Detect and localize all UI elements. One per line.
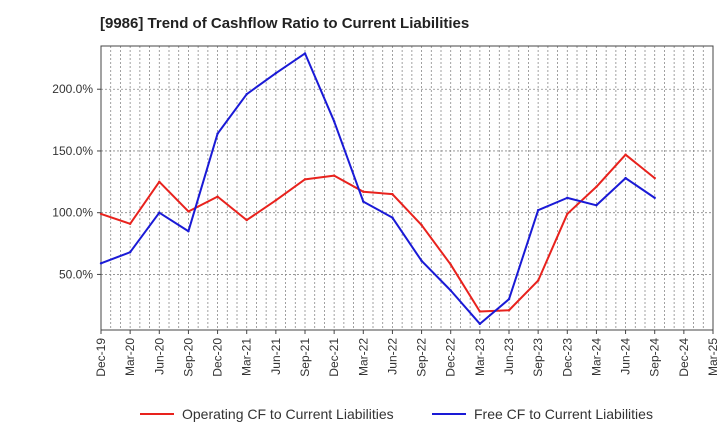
data-point bbox=[536, 279, 540, 282]
data-point bbox=[362, 190, 365, 193]
chart-title: [9986] Trend of Cashflow Ratio to Curren… bbox=[100, 15, 470, 32]
data-point bbox=[128, 251, 132, 254]
data-point bbox=[216, 195, 219, 198]
data-point bbox=[653, 176, 656, 180]
x-tick-label: Jun-22 bbox=[385, 338, 399, 375]
x-tick-label: Jun-20 bbox=[152, 338, 166, 375]
data-point bbox=[566, 212, 569, 216]
data-point bbox=[653, 196, 656, 200]
series-line-1 bbox=[100, 153, 656, 313]
x-tick-label: Dec-22 bbox=[444, 338, 458, 377]
x-tick-label: Dec-24 bbox=[677, 338, 691, 377]
data-point bbox=[332, 174, 336, 177]
x-tick-label: Mar-20 bbox=[123, 338, 137, 376]
x-tick-label: Dec-19 bbox=[94, 338, 108, 377]
x-tick-label: Mar-25 bbox=[706, 338, 720, 376]
y-tick-label: 100.0% bbox=[52, 206, 93, 220]
legend: Operating CF to Current Liabilities Free … bbox=[140, 406, 653, 422]
data-point bbox=[391, 216, 394, 219]
y-axis-ticks: 50.0% 100.0% 150.0% 200.0% bbox=[52, 82, 101, 281]
data-point bbox=[507, 309, 511, 312]
data-point bbox=[99, 262, 103, 265]
x-axis-ticks: Dec-19 Mar-20 Jun-20 Sep-20 Dec-20 Mar-21 Jun-… bbox=[94, 330, 720, 377]
data-point bbox=[187, 210, 190, 213]
data-point bbox=[420, 223, 423, 227]
plot-frame bbox=[100, 45, 714, 331]
x-tick-label: Jun-21 bbox=[269, 338, 283, 375]
x-tick-label: Jun-23 bbox=[502, 338, 516, 375]
data-point bbox=[274, 71, 278, 75]
data-point bbox=[303, 52, 307, 55]
x-tick-label: Dec-23 bbox=[560, 338, 574, 377]
x-tick-label: Mar-24 bbox=[589, 338, 603, 376]
data-point bbox=[128, 222, 132, 226]
x-tick-label: Dec-20 bbox=[211, 338, 225, 377]
data-point bbox=[449, 289, 452, 292]
data-point bbox=[566, 196, 569, 200]
x-tick-label: Mar-23 bbox=[473, 338, 487, 376]
data-point bbox=[158, 180, 161, 184]
x-tick-label: Sep-24 bbox=[648, 338, 662, 377]
data-point bbox=[478, 310, 482, 313]
legend-label-2: Free CF to Current Liabilities bbox=[474, 406, 653, 422]
x-tick-label: Dec-21 bbox=[327, 338, 341, 377]
data-point bbox=[216, 132, 219, 135]
data-point bbox=[332, 120, 336, 123]
x-tick-label: Sep-20 bbox=[181, 338, 195, 377]
data-point bbox=[624, 176, 627, 180]
x-tick-label: Sep-21 bbox=[298, 338, 312, 377]
data-point bbox=[624, 153, 627, 156]
series-layer bbox=[99, 52, 656, 326]
data-point bbox=[595, 204, 598, 207]
grid-layer bbox=[101, 46, 713, 330]
legend-label-1: Operating CF to Current Liabilities bbox=[182, 406, 394, 422]
data-point bbox=[245, 218, 248, 222]
data-point bbox=[362, 200, 365, 203]
y-tick-label: 200.0% bbox=[52, 82, 93, 96]
x-tick-label: Sep-22 bbox=[415, 338, 429, 377]
y-tick-label: 50.0% bbox=[59, 267, 93, 281]
x-tick-label: Mar-21 bbox=[240, 338, 254, 376]
x-tick-label: Mar-22 bbox=[356, 338, 370, 376]
x-tick-label: Sep-23 bbox=[531, 338, 545, 377]
data-point bbox=[420, 259, 423, 263]
data-point bbox=[449, 263, 452, 266]
data-point bbox=[99, 212, 103, 216]
series-line-2 bbox=[100, 52, 656, 325]
data-point bbox=[187, 230, 190, 233]
data-point bbox=[158, 211, 161, 214]
data-point bbox=[478, 322, 482, 326]
data-point bbox=[391, 192, 394, 196]
data-point bbox=[303, 178, 307, 181]
y-tick-label: 150.0% bbox=[52, 144, 93, 158]
data-point bbox=[507, 297, 511, 301]
data-point bbox=[595, 185, 598, 188]
data-point bbox=[245, 92, 248, 96]
data-point bbox=[536, 209, 540, 212]
data-point bbox=[274, 199, 278, 202]
x-tick-label: Jun-24 bbox=[619, 338, 633, 375]
